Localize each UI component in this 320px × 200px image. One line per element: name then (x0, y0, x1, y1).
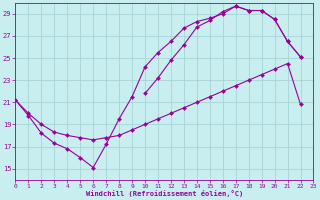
X-axis label: Windchill (Refroidissement éolien,°C): Windchill (Refroidissement éolien,°C) (86, 190, 243, 197)
